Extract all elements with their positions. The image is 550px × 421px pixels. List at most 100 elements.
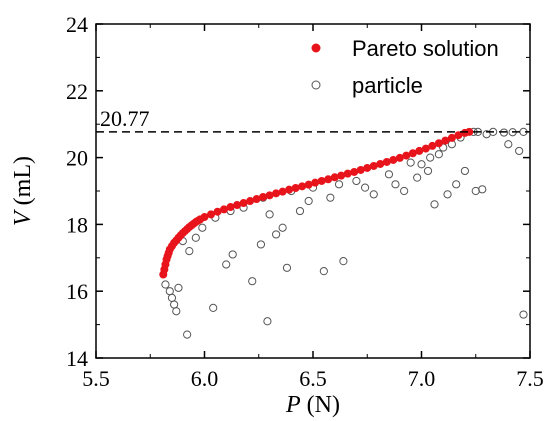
legend-marker-particle: [311, 80, 321, 90]
x-tick-label: 5.5: [82, 366, 110, 391]
particle-point: [170, 300, 179, 309]
x-tick-label: 6.5: [299, 366, 327, 391]
particle-point: [165, 287, 174, 296]
pareto-point: [220, 205, 229, 214]
particle-point: [434, 150, 443, 159]
particle-point: [222, 260, 231, 269]
particle-point: [209, 303, 218, 312]
particle-point: [413, 173, 422, 182]
pareto-point: [428, 141, 437, 150]
pareto-point: [337, 171, 346, 180]
x-axis-label-symbol: P: [285, 392, 301, 418]
pareto-point: [246, 197, 255, 206]
pareto-point: [265, 191, 274, 200]
particle-series: [161, 127, 528, 339]
legend-label-particle: particle: [352, 73, 423, 98]
particle-point: [360, 183, 370, 192]
x-axis-label-unit: (N): [301, 392, 340, 418]
particle-point: [426, 153, 435, 162]
particle-point: [183, 330, 192, 339]
y-tick-label: 22: [66, 79, 88, 104]
particle-point: [228, 250, 237, 259]
x-tick-label: 7.0: [408, 366, 436, 391]
pareto-point: [259, 193, 268, 202]
pareto-point: [389, 155, 398, 164]
particle-point: [423, 166, 433, 176]
particle-point: [519, 310, 528, 319]
y-axis-label-unit: (mL): [10, 156, 36, 211]
particle-point: [161, 280, 170, 289]
pareto-point: [304, 180, 313, 189]
pareto-point: [356, 165, 365, 174]
y-axis-label: V (mL): [10, 156, 36, 226]
particle-point: [478, 185, 487, 194]
x-tick-label: 6.0: [191, 366, 219, 391]
particle-point: [406, 158, 415, 167]
pareto-point: [207, 210, 216, 219]
pareto-point: [324, 175, 333, 184]
particle-point: [400, 186, 409, 196]
particle-point: [384, 170, 394, 179]
pareto-point: [434, 139, 443, 148]
pareto-point: [252, 195, 261, 204]
plot-axes: 5.5 6.0 6.5 7.0 7.5 14 16 18 20 22 24: [66, 12, 544, 391]
pareto-point: [311, 178, 320, 187]
particle-point: [272, 230, 281, 239]
particle-point: [278, 223, 287, 232]
pareto-point: [213, 207, 222, 216]
pareto-point: [233, 201, 242, 210]
pareto-series: [159, 127, 474, 279]
pareto-point: [272, 189, 281, 198]
pareto-point: [330, 173, 339, 182]
particle-point: [265, 210, 274, 219]
pareto-point: [363, 163, 372, 172]
particle-point: [443, 190, 452, 199]
pareto-point: [465, 127, 474, 136]
y-tick-label: 16: [66, 279, 88, 304]
particle-point: [248, 277, 257, 286]
pareto-point: [350, 167, 359, 176]
pareto-point: [369, 161, 378, 170]
particle-point: [391, 180, 400, 189]
legend: Pareto solution particle: [311, 36, 499, 98]
y-tick-label: 14: [66, 346, 88, 371]
pareto-point: [395, 153, 404, 162]
particle-point: [452, 180, 461, 189]
legend-marker-pareto: [311, 43, 321, 53]
particle-point: [339, 257, 348, 266]
x-tick-label: 7.5: [516, 366, 544, 391]
annotation-label: 20.77: [100, 106, 150, 131]
y-tick-label: 20: [66, 146, 88, 171]
x-axis-label: P (N): [285, 392, 340, 418]
pareto-point: [291, 183, 300, 192]
particle-point: [504, 140, 513, 149]
axis-labels: P (N) V (mL): [10, 156, 340, 418]
particle-point: [319, 267, 328, 276]
annotation-group: 20.77: [96, 106, 530, 133]
particle-point: [256, 240, 266, 249]
y-tick-label: 18: [66, 212, 88, 237]
particle-point: [304, 196, 313, 206]
pareto-point: [408, 149, 417, 158]
pareto-point: [298, 182, 307, 191]
particle-point: [326, 193, 335, 202]
y-axis-label-symbol: V: [10, 209, 36, 226]
particle-point: [417, 160, 426, 169]
particle-point: [352, 176, 361, 186]
pareto-point: [285, 185, 294, 194]
pareto-point: [402, 151, 411, 160]
particle-point: [439, 143, 448, 152]
pareto-point: [317, 176, 326, 185]
legend-label-pareto: Pareto solution: [352, 36, 499, 61]
particle-point: [167, 293, 177, 302]
particle-point: [263, 317, 272, 326]
particle-point: [460, 166, 469, 176]
particle-point: [282, 263, 292, 272]
pareto-point: [447, 133, 456, 142]
pareto-point: [415, 146, 424, 155]
particle-point: [185, 247, 194, 256]
particle-point: [515, 146, 524, 156]
particle-point: [174, 283, 183, 292]
particle-point: [430, 200, 439, 209]
